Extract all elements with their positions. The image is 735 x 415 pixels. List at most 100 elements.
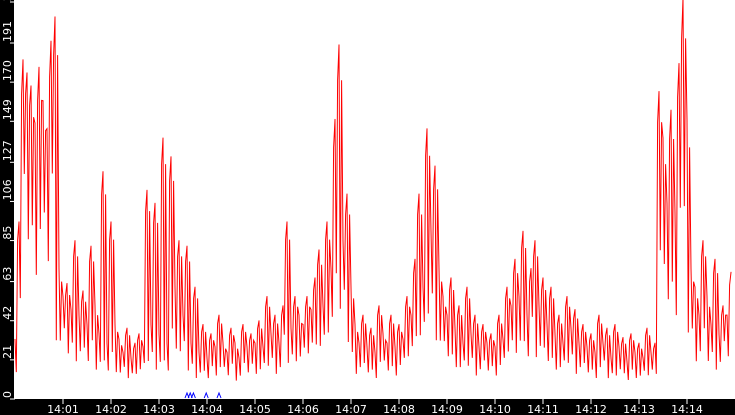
data-point [378, 305, 380, 307]
y-tick-label: 106 [1, 179, 14, 200]
data-point [214, 346, 216, 348]
data-point [218, 314, 220, 316]
data-point [114, 323, 116, 325]
data-point [570, 327, 572, 329]
data-point [334, 118, 336, 120]
data-point [178, 240, 180, 242]
y-tick-label: 170 [1, 60, 14, 81]
data-point [106, 342, 108, 344]
data-point [590, 333, 592, 335]
data-point [226, 351, 228, 353]
data-point [690, 268, 692, 270]
data-point [22, 59, 24, 61]
data-point [618, 346, 620, 348]
data-point [46, 128, 48, 130]
data-point [350, 286, 352, 288]
data-point [626, 361, 628, 363]
data-point [166, 342, 168, 344]
data-point [122, 351, 124, 353]
data-point [650, 351, 652, 353]
x-tick-label: 14:01 [47, 403, 79, 415]
data-point [526, 314, 528, 316]
data-point [162, 137, 164, 139]
y-tick-label: 21 [1, 345, 14, 359]
data-point [222, 342, 224, 344]
data-point [54, 16, 56, 18]
data-point [74, 240, 76, 242]
data-point [126, 327, 128, 329]
data-point [438, 268, 440, 270]
data-point [14, 338, 16, 340]
data-point [266, 295, 268, 297]
x-tick-label: 14:13 [623, 403, 655, 415]
data-point [494, 346, 496, 348]
data-point [254, 342, 256, 344]
data-point [366, 346, 368, 348]
data-point [454, 327, 456, 329]
y-tick-label: 213 [1, 0, 14, 1]
data-point [710, 323, 712, 325]
data-point [402, 338, 404, 340]
event-marker [216, 391, 222, 399]
data-point [674, 212, 676, 214]
data-point [606, 327, 608, 329]
x-tick-label: 14:09 [431, 403, 463, 415]
data-point [614, 323, 616, 325]
data-point [386, 342, 388, 344]
data-point [530, 268, 532, 270]
data-point [730, 271, 732, 273]
data-point [678, 63, 680, 65]
data-point [154, 202, 156, 204]
data-point [302, 323, 304, 325]
data-point [510, 305, 512, 307]
data-point [538, 305, 540, 307]
data-point [26, 72, 28, 74]
data-point [354, 323, 356, 325]
data-point [574, 309, 576, 311]
data-point [554, 333, 556, 335]
x-tick-label: 14:04 [191, 403, 223, 415]
data-point [274, 314, 276, 316]
data-point [202, 323, 204, 325]
data-point [714, 258, 716, 260]
data-point [294, 295, 296, 297]
data-point [314, 277, 316, 279]
data-point [190, 342, 192, 344]
data-point [566, 295, 568, 297]
data-point [458, 305, 460, 307]
y-tick-label: 149 [1, 99, 14, 120]
data-point [318, 249, 320, 251]
data-point [50, 40, 52, 42]
event-marker [190, 391, 196, 399]
data-point [250, 333, 252, 335]
x-axis-band [0, 399, 735, 415]
data-point [642, 357, 644, 359]
data-point [146, 189, 148, 191]
data-point [358, 342, 360, 344]
y-tick-label: 127 [1, 140, 14, 161]
data-point [102, 171, 104, 173]
data-point [130, 357, 132, 359]
data-point [198, 351, 200, 353]
data-point [410, 314, 412, 316]
data-point [342, 240, 344, 242]
data-point [502, 338, 504, 340]
data-point [150, 323, 152, 325]
data-point [498, 314, 500, 316]
data-point [270, 333, 272, 335]
data-point [186, 245, 188, 247]
data-point [562, 342, 564, 344]
x-tick-label: 14:10 [479, 403, 511, 415]
data-point [482, 323, 484, 325]
data-point [518, 295, 520, 297]
data-point [478, 346, 480, 348]
event-marker [203, 391, 209, 399]
data-point [446, 314, 448, 316]
data-point [662, 137, 664, 139]
x-tick-label: 14:05 [239, 403, 271, 415]
data-point [418, 193, 420, 195]
data-point [622, 336, 624, 338]
data-point [422, 286, 424, 288]
data-point [110, 221, 112, 223]
